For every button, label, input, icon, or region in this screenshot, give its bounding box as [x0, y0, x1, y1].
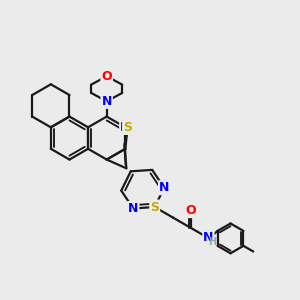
Text: N: N [128, 202, 138, 215]
Text: N: N [203, 231, 214, 244]
Text: S: S [150, 200, 159, 214]
Text: S: S [123, 121, 132, 134]
Text: N: N [159, 181, 169, 194]
Text: O: O [101, 70, 112, 83]
Text: H: H [208, 237, 217, 247]
Text: N: N [101, 95, 112, 108]
Text: O: O [186, 204, 196, 217]
Text: N: N [120, 121, 130, 134]
